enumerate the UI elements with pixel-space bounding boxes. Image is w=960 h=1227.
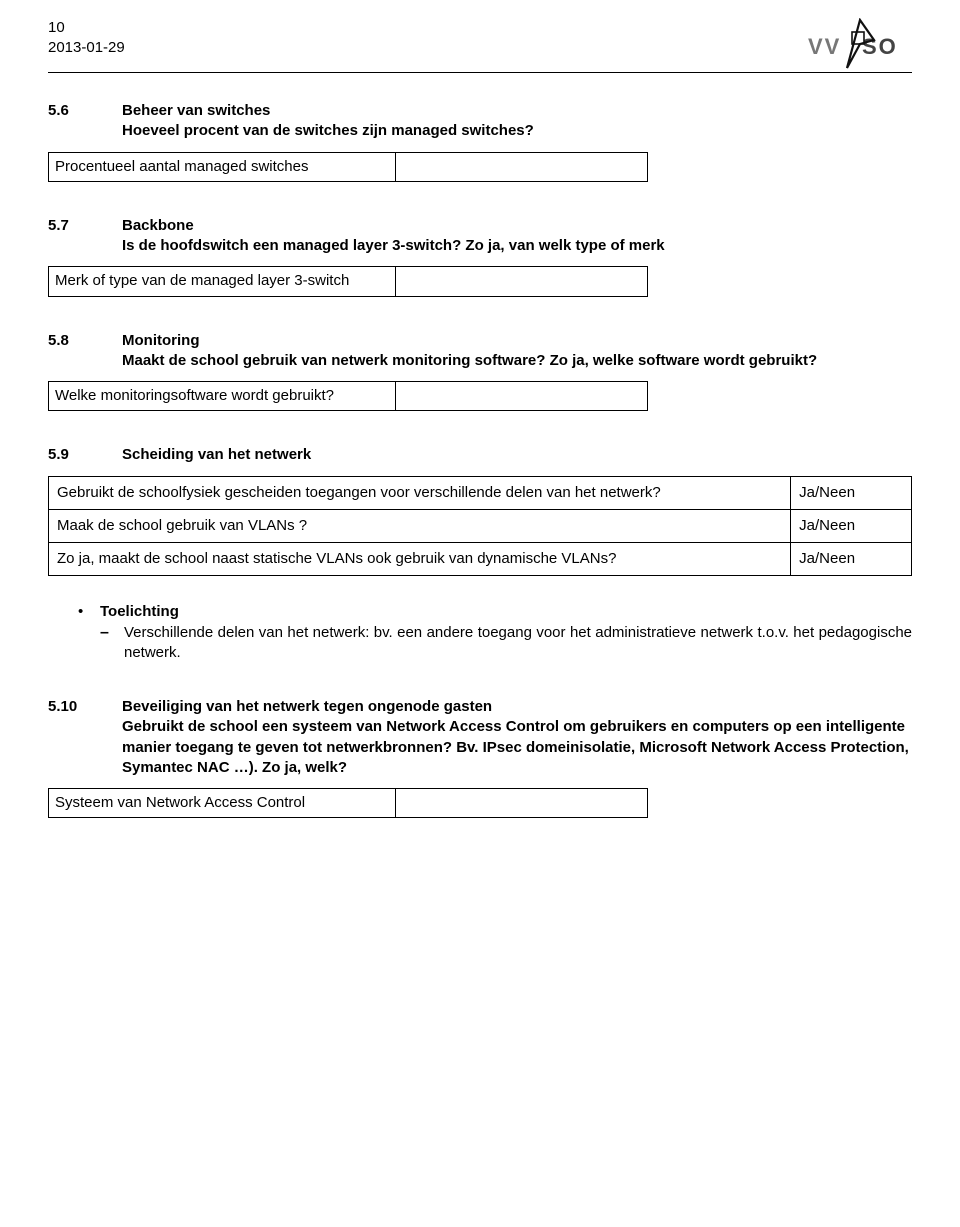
table-row: Maak de school gebruik van VLANs ? Ja/Ne… (49, 509, 912, 542)
section-question: Is de hoofdswitch een managed layer 3-sw… (122, 236, 912, 256)
toelichting-block: • Toelichting – Verschillende delen van … (78, 602, 912, 663)
field-layer3-switch: Merk of type van de managed layer 3-swit… (48, 266, 648, 296)
table-row: Gebruikt de schoolfysiek gescheiden toeg… (49, 476, 912, 509)
field-label: Welke monitoringsoftware wordt gebruikt? (49, 382, 396, 411)
field-input[interactable] (396, 382, 648, 411)
svg-text:SO: SO (862, 34, 898, 59)
field-input[interactable] (396, 152, 648, 181)
table-scheiding-netwerk: Gebruikt de schoolfysiek gescheiden toeg… (48, 476, 912, 577)
section-5-9: 5.9 Scheiding van het netwerk (48, 445, 912, 465)
svg-text:VV: VV (808, 34, 841, 59)
toelichting-text: Verschillende delen van het netwerk: bv.… (124, 623, 912, 664)
section-title: Beveiliging van het netwerk tegen ongeno… (122, 697, 912, 717)
section-body-text: Gebruikt de school een systeem van Netwo… (122, 717, 912, 778)
toelichting-title: Toelichting (100, 602, 912, 622)
section-5-10: 5.10 Beveiliging van het netwerk tegen o… (48, 697, 912, 778)
field-input[interactable] (396, 267, 648, 296)
question-cell: Maak de school gebruik van VLANs ? (49, 509, 791, 542)
section-number: 5.7 (48, 216, 122, 257)
field-label: Procentueel aantal managed switches (49, 152, 396, 181)
page-number: 10 (48, 18, 125, 38)
section-title: Monitoring (122, 331, 912, 351)
section-title: Backbone (122, 216, 912, 236)
section-title: Beheer van switches (122, 101, 912, 121)
section-number: 5.10 (48, 697, 122, 778)
question-cell: Zo ja, maakt de school naast statische V… (49, 543, 791, 576)
section-5-6: 5.6 Beheer van switches Hoeveel procent … (48, 101, 912, 142)
field-input[interactable] (396, 789, 648, 818)
page-date: 2013-01-29 (48, 38, 125, 58)
field-managed-switches: Procentueel aantal managed switches (48, 152, 648, 182)
bullet-icon: • (78, 602, 100, 622)
section-number: 5.6 (48, 101, 122, 142)
field-monitoring-software: Welke monitoringsoftware wordt gebruikt? (48, 381, 648, 411)
field-label: Systeem van Network Access Control (49, 789, 396, 818)
field-nac-system: Systeem van Network Access Control (48, 788, 648, 818)
header-meta: 10 2013-01-29 (48, 18, 125, 59)
section-number: 5.9 (48, 445, 122, 465)
question-cell: Gebruikt de schoolfysiek gescheiden toeg… (49, 476, 791, 509)
section-question: Maakt de school gebruik van netwerk moni… (122, 351, 912, 371)
section-title: Scheiding van het netwerk (122, 445, 912, 465)
answer-cell[interactable]: Ja/Neen (791, 509, 912, 542)
section-5-8: 5.8 Monitoring Maakt de school gebruik v… (48, 331, 912, 372)
section-number: 5.8 (48, 331, 122, 372)
section-question: Hoeveel procent van de switches zijn man… (122, 121, 912, 141)
vvkso-logo: VV SO (802, 18, 912, 70)
dash-icon: – (100, 623, 124, 664)
answer-cell[interactable]: Ja/Neen (791, 476, 912, 509)
section-5-7: 5.7 Backbone Is de hoofdswitch een manag… (48, 216, 912, 257)
answer-cell[interactable]: Ja/Neen (791, 543, 912, 576)
table-row: Zo ja, maakt de school naast statische V… (49, 543, 912, 576)
field-label: Merk of type van de managed layer 3-swit… (49, 267, 396, 296)
